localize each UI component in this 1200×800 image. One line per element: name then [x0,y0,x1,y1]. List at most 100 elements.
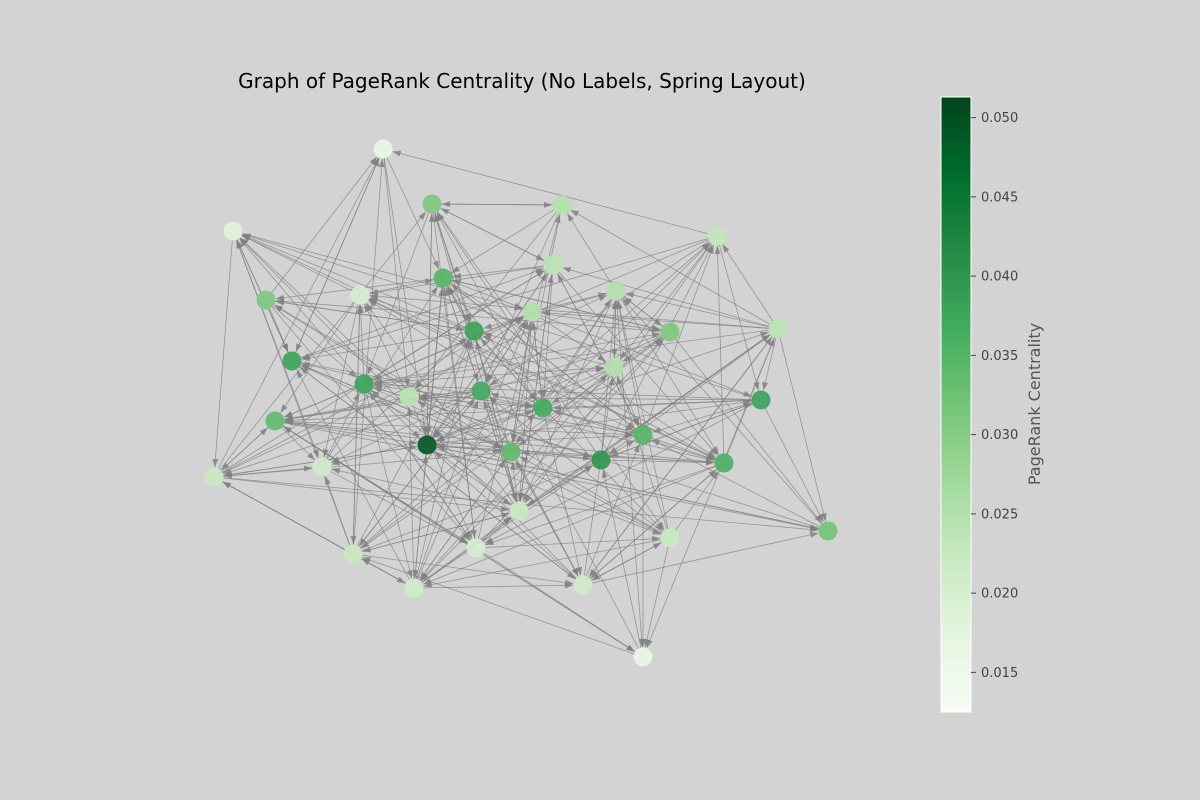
edge [549,414,664,532]
edge [328,337,467,462]
graph-node [350,285,370,305]
edge [365,302,514,504]
edge [220,427,268,472]
edge [359,242,710,549]
edge [284,387,356,418]
edge [482,335,717,460]
edge [274,304,663,534]
edge [239,237,577,579]
edge [674,470,719,531]
edge [644,546,669,648]
edge [551,331,769,406]
graph-node [509,501,529,521]
edge [361,554,574,586]
graph-node [707,226,727,246]
edge [422,582,574,589]
colorbar-tick-label: 0.015 [981,666,1018,681]
edge [362,556,635,655]
edge [299,366,577,580]
edge [722,244,774,322]
edge [356,339,470,547]
edge [283,366,605,420]
edge [283,421,592,461]
colorbar-ticks: 0.015 0.020 0.025 0.030 0.035 0.040 0.045 0.050 [971,111,1018,681]
edge [566,213,612,284]
edge [515,460,580,578]
colorbar-tick-label: 0.020 [981,587,1018,602]
graph-node [256,290,276,310]
edge [590,542,662,582]
edge [441,201,554,208]
edge [281,427,316,461]
edge [591,531,819,584]
graph-node [591,450,611,470]
graph-node [354,374,374,394]
edge [421,465,593,584]
graph-node [660,528,680,548]
edge [779,337,827,522]
edge [434,449,512,506]
colorbar-tick-label: 0.045 [981,190,1018,205]
edge [236,240,351,546]
edge [625,292,770,328]
edge [714,245,725,455]
edge [416,400,479,580]
node-layer [204,139,838,667]
graph-node [265,411,285,431]
edge [452,265,545,279]
edge [589,469,717,580]
edge [412,405,473,540]
edge [423,539,662,588]
edge [406,406,415,580]
edge [359,413,536,549]
graph-node [282,351,302,371]
colorbar-tick-label: 0.050 [981,111,1018,126]
edge [440,208,546,262]
edge [552,399,753,411]
graph-node [204,467,224,487]
edge [552,409,635,434]
edge [522,299,613,503]
graph-node [471,381,491,401]
graph-node [552,195,572,215]
edge [241,235,353,292]
edge [718,244,760,391]
graph-node [312,457,332,477]
graph-node [433,268,453,288]
edge [616,376,668,530]
edge [296,369,411,581]
colorbar-tick-label: 0.040 [981,270,1018,285]
graph-node [751,390,771,410]
edge [353,158,385,546]
edge [640,444,646,647]
graph-node [373,139,393,159]
edge [483,293,608,330]
edge [280,302,356,413]
edge [622,298,823,525]
edge [562,267,770,327]
edge [324,476,351,546]
edge [583,376,615,577]
edge [447,286,640,650]
edge [275,298,662,332]
edge [450,283,637,430]
edge [368,298,716,460]
edge [434,451,577,580]
edge [418,459,506,581]
edge [604,244,713,453]
edge [325,392,360,460]
edge [616,299,645,648]
edge [442,287,476,540]
edge [295,158,380,353]
colorbar-tick-label: 0.030 [981,428,1018,443]
graph-node [501,442,521,462]
edge [212,239,233,468]
edge [451,280,523,309]
graph-node [533,398,553,418]
graph-node [399,387,419,407]
edge [519,274,554,503]
edge [518,372,608,446]
edge [326,286,438,460]
edge [619,242,712,360]
edge [417,321,529,580]
